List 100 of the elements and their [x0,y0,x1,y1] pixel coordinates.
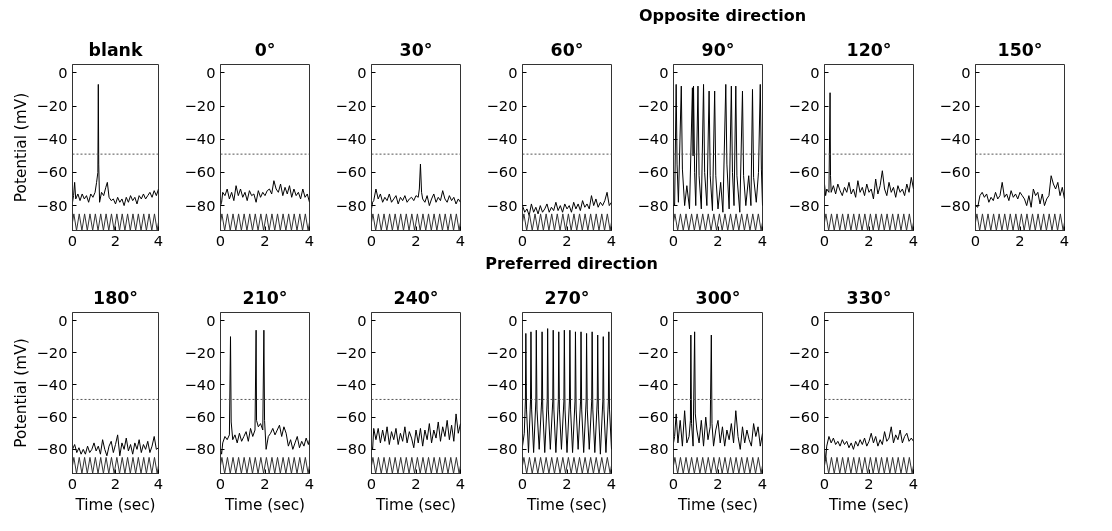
y-tick-label: −80 [788,440,820,458]
y-tick-label: 0 [58,63,68,81]
chart-subtitle: Opposite direction [638,6,807,25]
x-tick-label: 2 [562,474,572,492]
y-tick-label: −40 [486,375,518,393]
y-tick-label: −60 [335,163,367,181]
y-tick-label: −60 [335,408,367,426]
x-tick-label: 4 [606,231,617,249]
y-tick-label: −20 [637,97,669,114]
x-tick-label: 2 [411,474,421,492]
y-tick-label: −20 [486,343,518,361]
y-tick-label: −80 [486,440,518,458]
y-tick-label: 0 [508,63,518,81]
chart-title: 30° [399,39,433,60]
y-tick-label: −80 [335,196,367,214]
x-tick-label: 4 [1059,231,1070,249]
x-axis-title: Time (sec) [525,495,608,514]
y-tick-label: −40 [184,130,216,148]
y-tick-label: 0 [357,63,367,81]
x-tick-label: 4 [455,474,466,492]
x-tick-label: 2 [110,474,121,492]
y-tick-label: −40 [36,375,68,393]
x-tick-label: 2 [864,474,874,492]
x-tick-label: 4 [606,474,617,492]
y-tick-label: −20 [788,343,820,361]
y-tick-label: −80 [486,196,518,214]
chart-title: 330° [846,287,892,308]
y-tick-label: −20 [788,97,820,114]
y-tick-label: −80 [335,440,367,458]
y-tick-label: −80 [788,196,820,214]
x-tick-label: 4 [757,231,768,249]
y-tick-label: −60 [939,163,971,181]
y-tick-label: 0 [206,63,216,81]
y-tick-label: −80 [637,440,669,458]
x-tick-label: 4 [304,474,315,492]
y-tick-label: −60 [788,163,820,181]
chart-title: 210° [242,287,288,308]
x-tick-label: 4 [153,474,164,492]
chart-title: 120° [846,39,892,60]
chart-title: 90° [701,39,735,60]
y-tick-label: −40 [184,375,216,393]
y-tick-label: −40 [335,130,367,148]
y-tick-label: −20 [184,97,216,114]
y-tick-label: 0 [659,311,669,329]
y-tick-label: −80 [184,440,216,458]
y-tick-label: −40 [788,375,820,393]
x-tick-label: 4 [757,474,768,492]
x-tick-label: 4 [304,231,315,249]
x-tick-label: 2 [864,231,874,249]
y-tick-label: −40 [335,375,367,393]
y-tick-label: −20 [939,97,971,114]
y-tick-label: −20 [184,343,216,361]
y-tick-label: 0 [357,311,367,329]
x-axis-title: Time (sec) [74,495,156,514]
x-tick-label: 2 [713,474,723,492]
x-axis-title: Time (sec) [676,495,759,514]
x-tick-label: 4 [455,231,466,249]
y-tick-label: 0 [961,63,971,81]
line-series [72,83,159,207]
y-tick-label: −20 [486,97,518,114]
chart-title: 240° [393,287,439,308]
x-axis-title: Time (sec) [374,495,457,514]
y-tick-label: −40 [637,375,669,393]
x-tick-label: 4 [908,231,919,249]
y-tick-label: −20 [36,97,68,114]
x-tick-label: 2 [1015,231,1025,249]
x-tick-label: 2 [411,231,421,249]
y-axis-title: Potential (mV) [11,92,30,203]
x-axis-title: Time (sec) [827,495,910,514]
y-tick-label: −60 [184,408,216,426]
chart-title: 270° [544,287,590,308]
y-tick-label: −20 [36,343,68,361]
y-tick-label: −40 [36,130,68,148]
y-tick-label: 0 [810,63,820,81]
x-tick-label: 4 [908,474,919,492]
y-tick-label: 0 [810,311,820,329]
y-tick-label: −60 [184,163,216,181]
y-tick-label: 0 [508,311,518,329]
x-axis-title: Time (sec) [223,495,306,514]
y-tick-label: −80 [36,196,68,214]
chart-title: 180° [93,287,138,308]
y-tick-label: −60 [788,408,820,426]
chart-title: blank [88,39,143,60]
x-tick-label: 2 [110,231,121,249]
y-tick-label: 0 [206,311,216,329]
y-tick-label: −60 [36,408,68,426]
y-tick-label: −20 [335,97,367,114]
y-tick-label: −20 [335,343,367,361]
y-tick-label: −80 [184,196,216,214]
y-axis-title: Potential (mV) [11,338,30,448]
y-tick-label: −80 [637,196,669,214]
chart-subtitle: Preferred direction [485,254,658,273]
x-tick-label: 2 [260,474,270,492]
y-tick-label: −40 [939,130,971,148]
y-tick-label: −40 [486,130,518,148]
x-tick-label: 2 [260,231,270,249]
chart-title: 150° [997,39,1043,60]
y-tick-label: 0 [659,63,669,81]
y-tick-label: −40 [788,130,820,148]
y-tick-label: −60 [637,163,669,181]
